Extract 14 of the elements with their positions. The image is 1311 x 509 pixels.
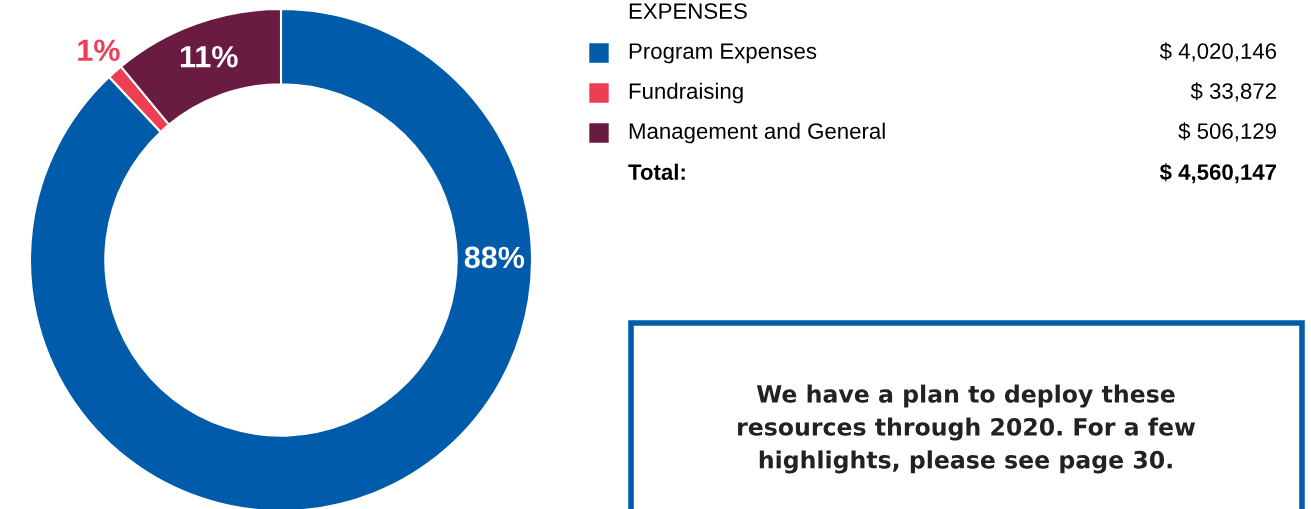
- text: $ 33,872: [1190, 82, 1276, 102]
- legend-label: Program Expenses: [629, 43, 817, 64]
- text: $ 506,129: [1178, 122, 1276, 142]
- data-label: 11%: [180, 45, 238, 68]
- legend-title: EXPENSES: [629, 3, 747, 19]
- data-label: 88%: [464, 246, 525, 269]
- donut-slice: [28, 7, 534, 509]
- legend-label: Fundraising: [629, 82, 743, 104]
- legend-label: Management and General: [629, 122, 885, 144]
- text: We have a plan to deploy these resources through 2020. For a few highlights, please see page 30.: [738, 384, 1196, 474]
- text: $ 4,560,147: [1159, 163, 1277, 184]
- text: Total:: [628, 163, 685, 180]
- data-label: 1%: [78, 39, 120, 62]
- text: $ 4,020,146: [1159, 42, 1277, 62]
